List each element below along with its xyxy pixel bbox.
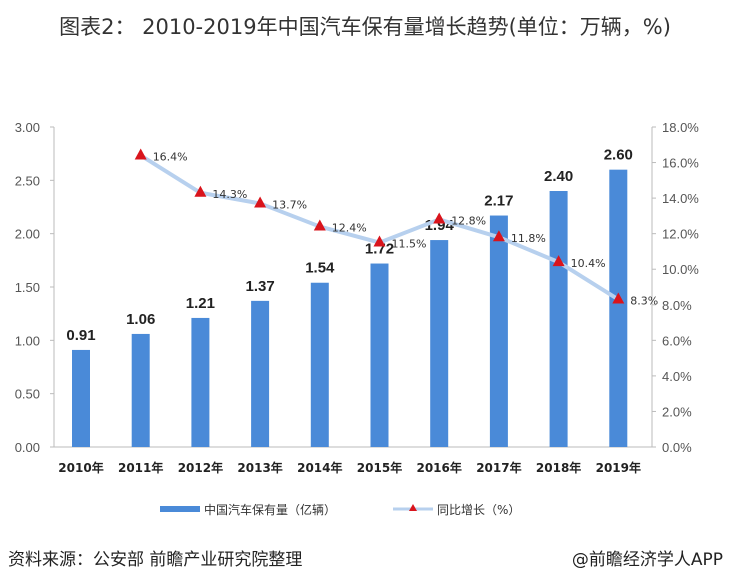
bar bbox=[489, 215, 508, 447]
growth-marker bbox=[373, 235, 386, 247]
growth-value-label: 12.8% bbox=[451, 214, 486, 227]
bar-value-label: 2.17 bbox=[484, 193, 513, 210]
left-tick-label: 0.50 bbox=[15, 387, 40, 402]
left-tick-label: 1.50 bbox=[15, 280, 40, 295]
x-tick-label: 2014年 bbox=[297, 460, 342, 475]
growth-value-label: 13.7% bbox=[272, 198, 307, 211]
right-tick-label: 8.0% bbox=[662, 298, 692, 313]
right-tick-label: 6.0% bbox=[662, 333, 692, 348]
growth-marker bbox=[552, 255, 565, 267]
bar bbox=[72, 349, 90, 447]
growth-value-label: 12.4% bbox=[332, 222, 367, 235]
growth-marker bbox=[134, 148, 147, 160]
bar-value-label: 1.06 bbox=[126, 311, 155, 328]
right-tick-label: 18.0% bbox=[662, 120, 699, 135]
right-tick-label: 2.0% bbox=[662, 404, 692, 419]
growth-marker bbox=[194, 185, 207, 197]
x-tick-label: 2018年 bbox=[536, 460, 581, 475]
x-tick-label: 2013年 bbox=[237, 460, 282, 475]
x-tick-label: 2019年 bbox=[596, 460, 641, 475]
bar bbox=[191, 317, 210, 447]
growth-marker bbox=[433, 212, 446, 224]
x-tick-label: 2011年 bbox=[118, 460, 163, 475]
left-tick-label: 3.00 bbox=[15, 120, 40, 135]
x-tick-label: 2015年 bbox=[357, 460, 402, 475]
legend-bar-swatch bbox=[160, 506, 200, 512]
right-tick-label: 14.0% bbox=[662, 191, 699, 206]
growth-marker bbox=[492, 230, 505, 242]
legend-line-marker bbox=[409, 504, 417, 511]
bar-value-label: 1.37 bbox=[245, 278, 274, 295]
growth-marker bbox=[612, 292, 625, 304]
legend-bar-label: 中国汽车保有量（亿辆） bbox=[204, 502, 336, 517]
growth-marker bbox=[313, 219, 326, 231]
bar bbox=[370, 263, 389, 447]
bar-value-label: 1.54 bbox=[305, 260, 335, 277]
bar bbox=[609, 169, 628, 447]
growth-value-label: 14.3% bbox=[212, 188, 247, 201]
x-tick-label: 2017年 bbox=[476, 460, 521, 475]
growth-value-label: 8.3% bbox=[630, 294, 658, 307]
growth-value-label: 11.8% bbox=[511, 232, 546, 245]
x-tick-label: 2016年 bbox=[416, 460, 461, 475]
growth-value-label: 11.5% bbox=[392, 238, 427, 251]
growth-marker bbox=[254, 196, 267, 208]
bar bbox=[251, 300, 270, 447]
left-tick-label: 1.00 bbox=[15, 333, 40, 348]
bar-value-label: 0.91 bbox=[66, 327, 95, 344]
right-tick-label: 0.0% bbox=[662, 440, 692, 455]
right-tick-label: 16.0% bbox=[662, 156, 699, 171]
bar bbox=[310, 282, 329, 447]
bar-value-label: 2.40 bbox=[544, 168, 573, 185]
bar-value-label: 2.60 bbox=[604, 147, 633, 164]
left-tick-label: 2.00 bbox=[15, 227, 40, 242]
growth-value-label: 10.4% bbox=[571, 257, 606, 270]
growth-value-label: 16.4% bbox=[153, 150, 188, 163]
right-tick-label: 10.0% bbox=[662, 262, 699, 277]
left-tick-label: 2.50 bbox=[15, 173, 40, 188]
credit: @前瞻经济学人APP bbox=[571, 550, 723, 570]
chart-title: 图表2： 2010-2019年中国汽车保有量增长趋势(单位：万辆，%) bbox=[59, 15, 671, 39]
right-tick-label: 12.0% bbox=[662, 227, 699, 242]
source-note: 资料来源：公安部 前瞻产业研究院整理 bbox=[8, 550, 303, 570]
legend-line-label: 同比增长（%） bbox=[437, 503, 520, 517]
right-tick-label: 4.0% bbox=[662, 369, 692, 384]
bar-value-label: 1.72 bbox=[365, 241, 394, 258]
bar bbox=[430, 240, 449, 447]
bar bbox=[131, 333, 150, 447]
bar-value-label: 1.21 bbox=[186, 295, 215, 312]
x-tick-label: 2012年 bbox=[178, 460, 223, 475]
x-tick-label: 2010年 bbox=[58, 460, 103, 475]
bar bbox=[549, 191, 568, 447]
left-tick-label: 0.00 bbox=[15, 440, 40, 455]
